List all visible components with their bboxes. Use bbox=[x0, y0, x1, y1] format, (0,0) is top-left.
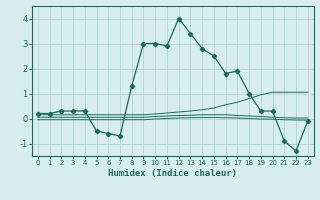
X-axis label: Humidex (Indice chaleur): Humidex (Indice chaleur) bbox=[108, 169, 237, 178]
